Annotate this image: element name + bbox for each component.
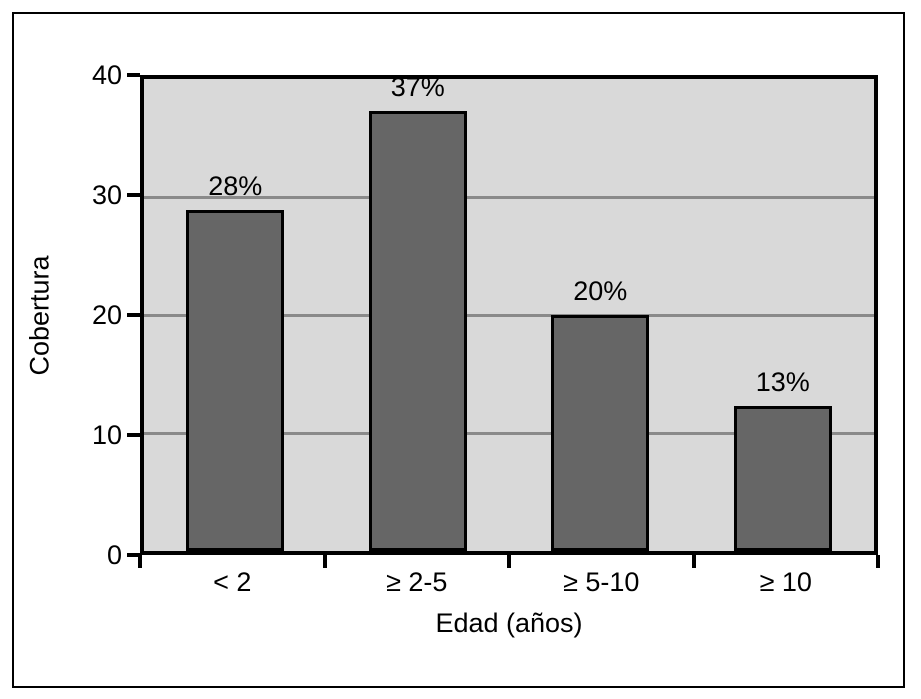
x-category-label: ≥ 5-10	[563, 567, 640, 597]
gridline-30	[144, 195, 874, 199]
bar-cell: 28%	[144, 79, 327, 551]
bar-value-label: 37%	[390, 71, 445, 102]
gridlines-layer	[144, 79, 874, 551]
bar-value-label: 20%	[573, 276, 628, 306]
bar-cell: 37%	[327, 73, 510, 551]
x-category-label: ≥ 10	[759, 567, 812, 597]
plot-area: 28% 37% 20% 13%	[140, 73, 878, 555]
bar-cell: 13%	[692, 79, 875, 551]
bar-value-label: 28%	[208, 170, 263, 201]
y-axis-tick-label: 20	[91, 300, 122, 330]
y-axis-tick-label: 10	[91, 420, 122, 450]
x-axis-tick	[138, 555, 142, 568]
x-axis-tick	[507, 555, 511, 568]
bar	[551, 315, 650, 551]
bar	[186, 209, 285, 551]
bar-cell: 20%	[509, 79, 692, 551]
y-axis-tick	[127, 553, 140, 557]
y-axis-tick	[127, 433, 140, 437]
bar	[368, 110, 467, 551]
y-axis-tick	[127, 313, 140, 317]
bar-value-label: 13%	[755, 366, 810, 397]
x-axis-tick	[322, 555, 327, 568]
x-category-label: ≥ 2-5	[386, 567, 448, 597]
x-axis-title: Edad (años)	[435, 608, 583, 638]
bars-layer: 28% 37% 20% 13%	[144, 73, 875, 551]
gridline-20	[144, 313, 874, 317]
y-axis-tick	[127, 193, 140, 197]
x-axis-tick	[691, 555, 696, 568]
y-axis-tick	[127, 73, 140, 77]
bar	[733, 405, 832, 551]
x-category-label: < 2	[213, 567, 252, 597]
gridline-10	[144, 431, 874, 435]
x-axis-tick	[876, 555, 880, 568]
y-axis-tick-label: 30	[91, 180, 122, 210]
y-axis-tick-label: 40	[91, 60, 122, 90]
y-axis-tick-label: 0	[106, 540, 122, 570]
